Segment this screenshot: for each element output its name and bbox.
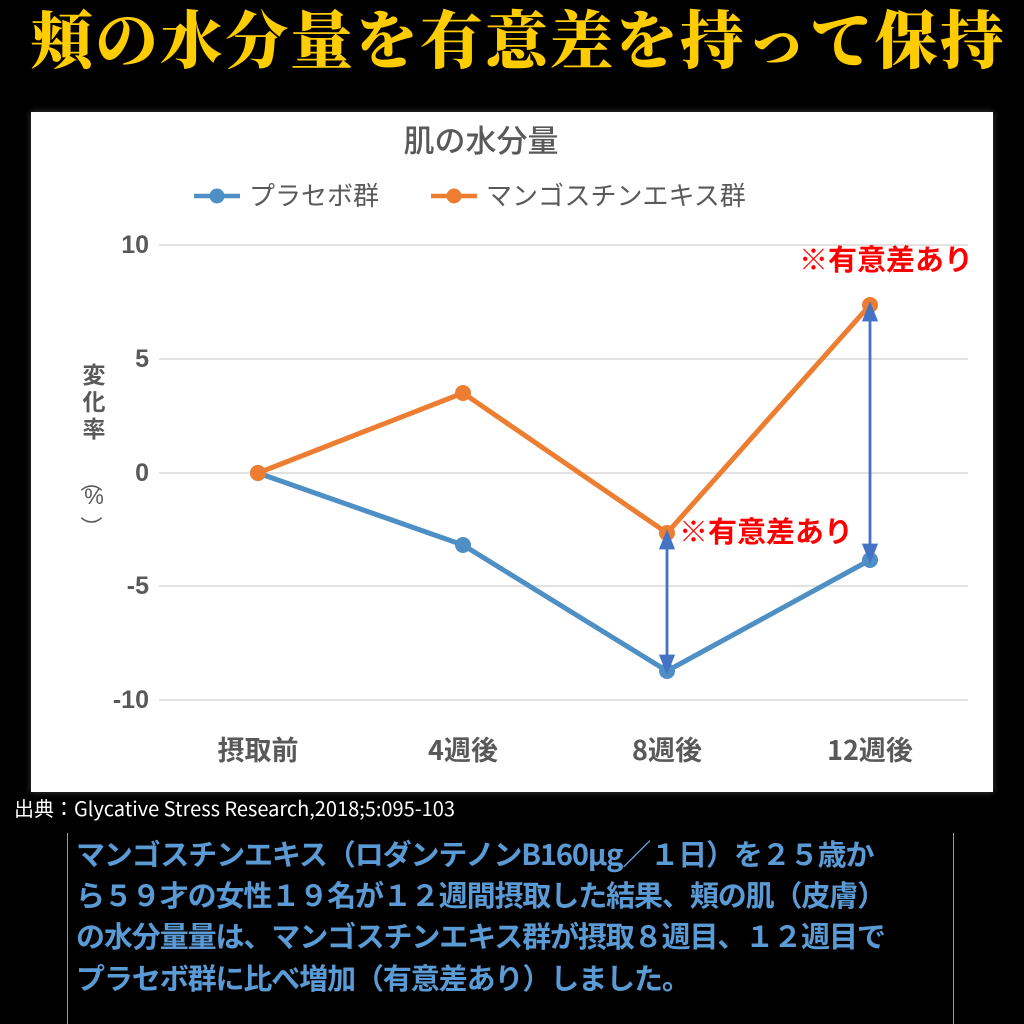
svg-text:率: 率 <box>83 410 106 444</box>
svg-text:※有意差あり: ※有意差あり <box>679 509 853 551</box>
svg-text:0: 0 <box>135 459 149 487</box>
svg-text:-10: -10 <box>113 686 149 714</box>
svg-text:※有意差あり: ※有意差あり <box>799 237 973 279</box>
svg-text:8週後: 8週後 <box>632 729 702 768</box>
svg-text:12週後: 12週後 <box>827 729 913 768</box>
svg-text:%: % <box>84 484 104 509</box>
svg-text:10: 10 <box>121 231 149 259</box>
svg-text:肌の水分量: 肌の水分量 <box>404 116 559 161</box>
svg-text:プラセボ群: プラセボ群 <box>249 176 379 213</box>
svg-text:4週後: 4週後 <box>428 729 498 768</box>
svg-text:マンゴスチンエキス群: マンゴスチンエキス群 <box>486 176 746 213</box>
svg-text:）: ） <box>76 516 108 538</box>
svg-text:5: 5 <box>135 345 149 373</box>
svg-text:摂取前: 摂取前 <box>218 729 299 768</box>
svg-text:-5: -5 <box>127 572 149 600</box>
